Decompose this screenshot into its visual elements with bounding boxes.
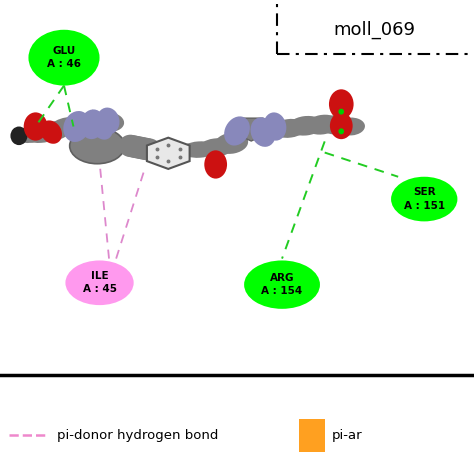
Ellipse shape: [127, 137, 150, 159]
Ellipse shape: [135, 138, 158, 160]
Ellipse shape: [264, 112, 286, 141]
Polygon shape: [232, 118, 270, 141]
Ellipse shape: [132, 137, 156, 160]
Ellipse shape: [37, 121, 72, 141]
Ellipse shape: [129, 137, 153, 159]
Ellipse shape: [40, 120, 62, 144]
Ellipse shape: [338, 109, 344, 115]
Ellipse shape: [338, 128, 344, 134]
Ellipse shape: [320, 115, 353, 135]
Polygon shape: [73, 128, 97, 137]
Ellipse shape: [94, 112, 124, 132]
Ellipse shape: [12, 128, 40, 143]
Ellipse shape: [244, 261, 320, 309]
Ellipse shape: [288, 116, 324, 136]
Polygon shape: [97, 155, 121, 164]
Ellipse shape: [97, 108, 119, 134]
Polygon shape: [70, 137, 73, 155]
Ellipse shape: [91, 115, 113, 140]
Ellipse shape: [70, 128, 125, 164]
Ellipse shape: [250, 118, 276, 147]
Text: SER
A : 151: SER A : 151: [404, 188, 445, 210]
Text: moll_069: moll_069: [334, 21, 415, 39]
Ellipse shape: [65, 261, 134, 305]
Ellipse shape: [80, 109, 105, 139]
Text: pi-ar: pi-ar: [332, 429, 363, 442]
Ellipse shape: [50, 117, 88, 136]
Polygon shape: [73, 155, 97, 164]
Ellipse shape: [124, 136, 147, 158]
Ellipse shape: [306, 115, 339, 135]
Ellipse shape: [180, 141, 218, 158]
Ellipse shape: [137, 138, 161, 161]
Ellipse shape: [337, 118, 365, 136]
Ellipse shape: [330, 112, 353, 139]
Ellipse shape: [10, 127, 27, 145]
Text: pi-donor hydrogen bond: pi-donor hydrogen bond: [57, 429, 218, 442]
Ellipse shape: [24, 112, 47, 141]
Ellipse shape: [329, 89, 354, 119]
Ellipse shape: [65, 114, 101, 133]
Ellipse shape: [63, 111, 91, 142]
Text: ARG
A : 154: ARG A : 154: [261, 273, 303, 296]
Ellipse shape: [271, 119, 307, 138]
Ellipse shape: [391, 177, 457, 221]
Ellipse shape: [214, 133, 248, 154]
Ellipse shape: [204, 150, 227, 179]
Polygon shape: [97, 128, 121, 137]
Ellipse shape: [118, 135, 142, 157]
Ellipse shape: [121, 135, 145, 157]
Ellipse shape: [224, 117, 250, 146]
Ellipse shape: [253, 122, 287, 140]
Ellipse shape: [198, 138, 234, 157]
Polygon shape: [147, 137, 190, 169]
Ellipse shape: [80, 113, 114, 133]
Polygon shape: [121, 137, 125, 155]
Ellipse shape: [21, 127, 59, 143]
Ellipse shape: [28, 30, 100, 86]
Text: ILE
A : 45: ILE A : 45: [82, 271, 117, 294]
Polygon shape: [74, 110, 110, 134]
Bar: [299, 419, 325, 452]
Text: GLU
A : 46: GLU A : 46: [47, 46, 81, 69]
